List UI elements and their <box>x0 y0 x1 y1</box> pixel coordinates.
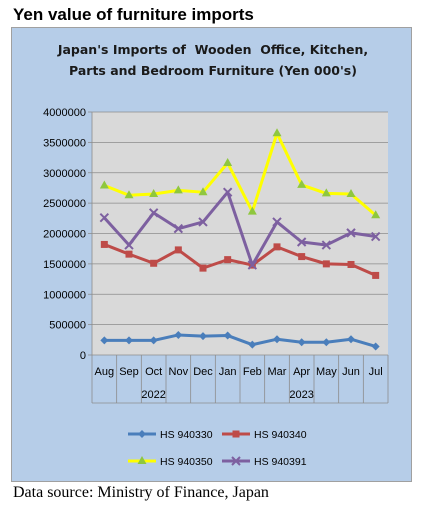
data-point <box>273 335 281 344</box>
data-point <box>173 223 184 234</box>
data-point <box>247 260 258 270</box>
data-point <box>322 338 331 347</box>
data-point <box>297 179 307 188</box>
year-group-label: 2022 <box>141 389 165 401</box>
legend-label: HS 940350 <box>160 456 213 468</box>
chart-title-line2: Parts and Bedroom Furniture (Yen 000's) <box>69 63 357 78</box>
x-tick-label: Jul <box>369 366 383 378</box>
data-point <box>232 430 240 438</box>
data-point <box>174 330 183 339</box>
legend-label: HS 940340 <box>254 429 307 441</box>
data-point <box>199 264 207 272</box>
y-tick-label: 3500000 <box>43 137 86 149</box>
data-point <box>149 336 158 345</box>
data-point <box>100 336 109 345</box>
data-point <box>371 342 380 351</box>
data-point <box>124 190 134 199</box>
x-tick-label: Nov <box>169 366 189 378</box>
data-point <box>148 208 159 218</box>
data-point <box>247 206 257 215</box>
x-tick-label: Dec <box>193 366 213 378</box>
x-tick-label: Aug <box>95 366 115 378</box>
series-line <box>104 333 377 348</box>
data-point <box>371 210 381 219</box>
data-point <box>100 240 108 248</box>
data-point <box>99 212 110 223</box>
data-point <box>298 253 306 261</box>
data-point <box>174 246 182 254</box>
data-point <box>321 240 332 250</box>
data-point <box>125 336 133 345</box>
data-point <box>296 237 307 247</box>
x-tick-label: Mar <box>268 366 287 378</box>
x-tick-label: Apr <box>293 366 310 378</box>
y-tick-label: 1500000 <box>43 259 86 271</box>
data-point <box>272 128 282 137</box>
data-point <box>372 271 380 279</box>
data-point <box>125 250 133 258</box>
data-source-note: Data source: Ministry of Finance, Japan <box>13 484 269 501</box>
y-tick-label: 3000000 <box>43 168 86 180</box>
legend-item: HS 940330 <box>128 429 213 441</box>
data-point <box>347 335 355 344</box>
data-point <box>370 231 381 242</box>
x-tick-label: Oct <box>145 366 162 378</box>
series-group <box>100 330 380 351</box>
data-point <box>322 260 330 268</box>
data-point <box>346 228 356 238</box>
data-point <box>231 456 241 466</box>
data-point <box>223 331 232 340</box>
data-point <box>173 185 183 194</box>
y-tick-label: 1000000 <box>43 289 86 301</box>
page-heading: Yen value of furniture imports <box>13 5 254 24</box>
series-line <box>103 190 376 267</box>
series-group <box>99 128 381 219</box>
data-point <box>198 217 208 227</box>
data-point <box>321 188 331 197</box>
y-tick-label: 4000000 <box>43 107 86 119</box>
data-point <box>138 430 146 438</box>
legend-item: HS 940350 <box>128 456 213 468</box>
data-point <box>224 256 232 264</box>
data-point <box>199 332 207 341</box>
data-point <box>222 187 233 197</box>
series-line <box>103 243 377 277</box>
data-point <box>99 180 109 189</box>
x-tick-label: May <box>316 366 337 378</box>
data-point <box>297 338 306 347</box>
x-tick-label: Sep <box>119 366 139 378</box>
data-point <box>198 187 208 196</box>
y-tick-label: 2000000 <box>43 229 86 241</box>
data-point <box>273 243 281 251</box>
chart-title-line1: Japan's Imports of Wooden Office, Kitche… <box>57 42 368 57</box>
data-point <box>346 189 356 198</box>
data-point <box>223 158 233 167</box>
x-tick-label: Jan <box>219 366 237 378</box>
legend-item: HS 940340 <box>222 429 307 441</box>
series-line <box>103 131 377 217</box>
y-tick-label: 0 <box>80 350 86 362</box>
legend-label: HS 940330 <box>160 429 213 441</box>
data-point <box>347 260 355 268</box>
data-point <box>137 456 147 464</box>
x-tick-label: Jun <box>342 366 360 378</box>
series-group <box>99 187 381 270</box>
y-tick-label: 2500000 <box>43 198 86 210</box>
data-point <box>150 259 158 267</box>
data-point <box>124 240 134 250</box>
data-point <box>149 189 159 198</box>
data-point <box>248 340 257 349</box>
y-tick-label: 500000 <box>49 320 86 332</box>
x-tick-label: Feb <box>243 366 262 378</box>
data-point <box>272 217 282 227</box>
legend-label: HS 940391 <box>254 456 307 468</box>
year-group-label: 2023 <box>289 389 313 401</box>
legend-item: HS 940391 <box>222 456 307 468</box>
